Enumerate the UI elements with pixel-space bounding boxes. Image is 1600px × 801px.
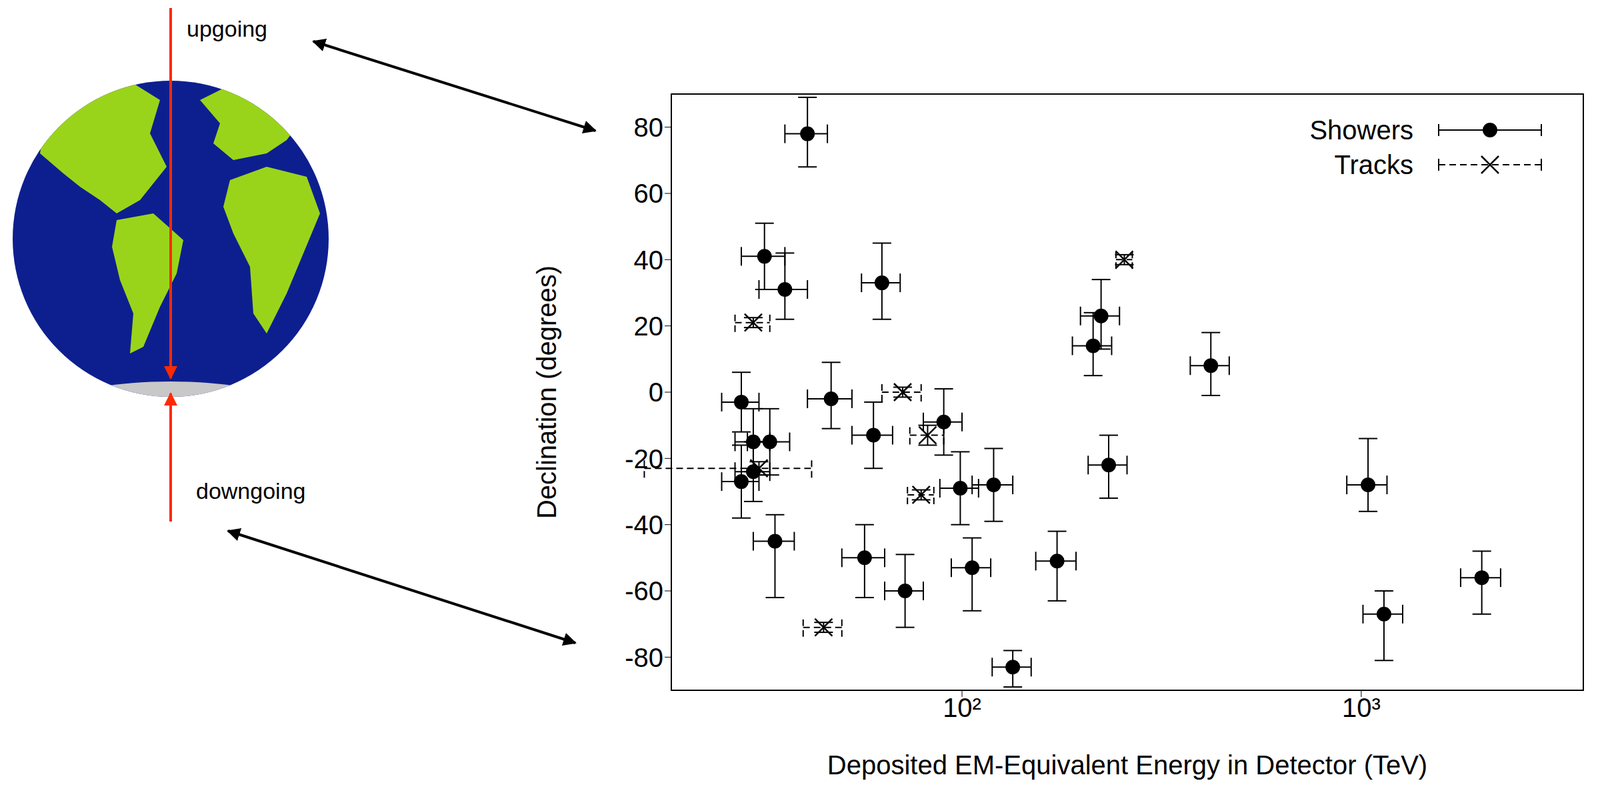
svg-text:10²: 10² [942,692,982,722]
svg-text:Deposited EM-Equivalent Energy: Deposited EM-Equivalent Energy in Detect… [827,750,1428,780]
svg-text:10³: 10³ [1342,692,1381,722]
svg-text:upgoing: upgoing [186,16,268,42]
svg-text:Declination (degrees): Declination (degrees) [532,265,562,519]
svg-text:40: 40 [634,245,664,275]
svg-text:0: 0 [648,377,664,407]
svg-text:-80: -80 [624,642,664,672]
svg-text:Tracks: Tracks [1334,150,1414,180]
svg-text:-60: -60 [624,576,664,606]
svg-text:60: 60 [634,178,664,208]
svg-text:20: 20 [634,311,664,341]
svg-text:Showers: Showers [1309,115,1414,145]
svg-text:downgoing: downgoing [196,478,306,504]
svg-text:80: 80 [634,112,664,142]
svg-text:-20: -20 [624,444,664,474]
svg-text:-40: -40 [624,510,664,540]
